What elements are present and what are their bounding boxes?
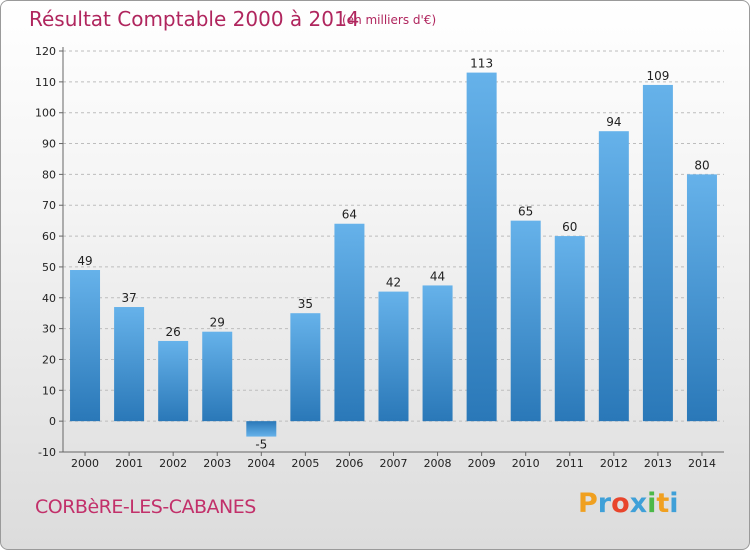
y-tick-label: 0 bbox=[49, 415, 56, 428]
data-label: 44 bbox=[430, 269, 445, 283]
logo-letter: P bbox=[578, 488, 598, 519]
data-label: 64 bbox=[342, 208, 357, 222]
data-label: 109 bbox=[646, 69, 669, 83]
data-label: 42 bbox=[386, 276, 401, 290]
logo-letter: i bbox=[647, 488, 657, 519]
data-label: 29 bbox=[210, 316, 225, 330]
data-labels: 49 37 26 29 -5 35 64 42 44 113 65 60 94 109 80 bbox=[77, 57, 709, 452]
logo-letter: t bbox=[656, 488, 670, 519]
y-tick-label: 60 bbox=[42, 230, 56, 243]
x-tick-label: 2002 bbox=[159, 457, 187, 470]
bar-2004 bbox=[246, 421, 277, 437]
data-label: 49 bbox=[77, 254, 92, 268]
y-tick-label: 50 bbox=[42, 261, 56, 274]
x-tick-label: 2006 bbox=[335, 457, 363, 470]
logo-letter: x bbox=[629, 488, 648, 519]
place-name: CORBèRE-LES-CABANES bbox=[35, 496, 256, 518]
logo-letter: i bbox=[669, 488, 679, 519]
data-label: 80 bbox=[694, 158, 709, 172]
y-tick-label: 20 bbox=[42, 353, 56, 366]
data-label: 37 bbox=[121, 291, 136, 305]
bar-2001 bbox=[114, 307, 145, 422]
chart-title: Résultat Comptable 2000 à 2014 bbox=[29, 7, 360, 31]
y-tick-label: 110 bbox=[35, 76, 56, 89]
axes: -10 0 10 20 30 40 50 60 70 80 90 100 110 120 2000 2001 2… bbox=[35, 45, 724, 470]
y-tick-label: 40 bbox=[42, 292, 56, 305]
x-tick-label: 2001 bbox=[115, 457, 143, 470]
x-tick-label: 2007 bbox=[380, 457, 408, 470]
x-tick-label: 2014 bbox=[688, 457, 716, 470]
logo-letter: o bbox=[611, 488, 630, 519]
x-tick-label: 2000 bbox=[71, 457, 99, 470]
bar-2014 bbox=[686, 174, 717, 422]
data-label: -5 bbox=[255, 438, 267, 452]
x-tick-label: 2008 bbox=[424, 457, 452, 470]
logo-letter: r bbox=[597, 488, 612, 519]
y-tick-label: 90 bbox=[42, 138, 56, 151]
x-tick-label: 2011 bbox=[556, 457, 584, 470]
chart-subtitle: (en milliers d'€) bbox=[342, 13, 437, 27]
bar-2007 bbox=[378, 291, 409, 422]
bar-2005 bbox=[290, 313, 321, 422]
x-tick-label: 2013 bbox=[644, 457, 672, 470]
bar-2006 bbox=[334, 223, 365, 422]
bars bbox=[70, 72, 717, 437]
data-label: 113 bbox=[470, 57, 493, 71]
data-label: 60 bbox=[562, 220, 577, 234]
bar-2003 bbox=[202, 331, 233, 422]
x-tick-label: 2003 bbox=[203, 457, 231, 470]
x-tick-label: 2010 bbox=[512, 457, 540, 470]
x-tick-label: 2012 bbox=[600, 457, 628, 470]
bar-2011 bbox=[554, 236, 585, 422]
x-tick-label: 2009 bbox=[468, 457, 496, 470]
y-tick-label: -10 bbox=[38, 446, 56, 459]
data-label: 26 bbox=[166, 325, 181, 339]
bar-2009 bbox=[466, 72, 497, 422]
bar-2012 bbox=[598, 131, 629, 422]
bar-2000 bbox=[70, 270, 101, 422]
bar-2002 bbox=[158, 340, 189, 422]
y-tick-label: 10 bbox=[42, 384, 56, 397]
bar-2008 bbox=[422, 285, 453, 422]
proxiti-logo: Proxiti bbox=[578, 488, 679, 519]
y-tick-label: 70 bbox=[42, 199, 56, 212]
y-tick-label: 100 bbox=[35, 107, 56, 120]
data-label: 35 bbox=[298, 297, 313, 311]
x-tick-label: 2005 bbox=[291, 457, 319, 470]
x-tick-label: 2004 bbox=[247, 457, 275, 470]
y-tick-label: 80 bbox=[42, 168, 56, 181]
y-tick-label: 120 bbox=[35, 45, 56, 58]
data-label: 94 bbox=[606, 115, 621, 129]
data-label: 65 bbox=[518, 205, 533, 219]
y-tick-label: 30 bbox=[42, 323, 56, 336]
bar-2010 bbox=[510, 220, 541, 422]
bar-2013 bbox=[642, 84, 673, 422]
